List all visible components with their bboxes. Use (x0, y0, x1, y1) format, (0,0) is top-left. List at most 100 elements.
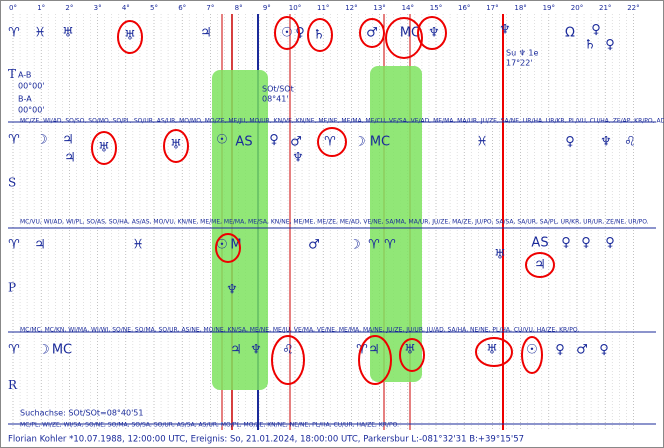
row-label: T (8, 67, 16, 81)
scale-label: 16° (458, 4, 470, 12)
glyph: ♀ (561, 236, 571, 251)
glyph: Ω (565, 26, 575, 41)
glyph: ♌ (624, 135, 636, 150)
glyph: ♂ (290, 135, 302, 150)
scale-label: 1° (37, 4, 45, 12)
glyph: ☽ (38, 343, 50, 358)
highlight-circle (307, 18, 333, 52)
glyph: ♆ (292, 151, 304, 166)
highlight-circle (399, 338, 425, 372)
glyph: ♃ (200, 26, 212, 41)
glyph: ♃ (230, 343, 242, 358)
glyph: ♀ (565, 135, 575, 150)
glyph: ♀ (591, 23, 601, 38)
glyph: ♅ (170, 138, 182, 153)
scale-label: 13° (373, 4, 385, 12)
glyph: ♈ (8, 26, 20, 41)
highlight-circle (525, 252, 555, 278)
glyph: ♈ (368, 238, 380, 253)
glyph: AS (531, 236, 548, 251)
glyph: ♃ (62, 133, 74, 148)
glyph: AS (235, 135, 252, 150)
midpoint-list: MC/VU, WI/AD, WI/PL, SO/AS, SO/HA, AS/AS… (20, 219, 649, 226)
scale-label: 20° (571, 4, 583, 12)
highlight-circle (521, 336, 543, 374)
glyph: ♃ (34, 238, 46, 253)
glyph: ♀ (605, 38, 615, 53)
glyph: ♂ (576, 343, 588, 358)
glyph: ♈ (8, 133, 20, 148)
highlight (212, 70, 268, 390)
scale-label: 8° (235, 4, 243, 12)
glyph: ☉ (526, 343, 538, 358)
glyph: ♄ (584, 38, 596, 53)
note: 00°00' (18, 106, 45, 115)
glyph: ♀ (555, 343, 565, 358)
footer: Florian Kohler *10.07.1988, 12:00:00 UTC… (8, 435, 524, 445)
note: 00°00' (18, 82, 45, 91)
scale-label: 7° (206, 4, 214, 12)
glyph: ♓ (476, 135, 488, 150)
scale-label: 6° (178, 4, 186, 12)
highlight-circle (215, 233, 241, 263)
glyph: ♈ (324, 135, 336, 150)
scale-label: 17° (486, 4, 498, 12)
highlight-circle (163, 129, 189, 163)
glyph: ♃ (534, 258, 546, 273)
glyph: ♅ (404, 343, 416, 358)
highlight-circle (271, 335, 305, 385)
row-label: S (8, 176, 16, 190)
glyph: ☉ (216, 133, 228, 148)
scale-label: 15° (430, 4, 442, 12)
glyph: ☽ (36, 133, 48, 148)
highlight (370, 66, 422, 382)
highlight-circle (475, 337, 513, 367)
row-label: P (8, 281, 16, 295)
glyph: ♆ (250, 343, 262, 358)
highlight-circle (385, 17, 423, 59)
glyph: ♓ (132, 238, 144, 253)
note: Su ♆ 1e (506, 49, 538, 58)
note: SOt/SOt (262, 85, 294, 94)
glyph: MC (400, 26, 420, 41)
glyph: ♀ (581, 236, 591, 251)
glyph: ♅ (98, 141, 110, 156)
scale-label: 9° (263, 4, 271, 12)
glyph: ♆ (428, 26, 440, 41)
glyph: ♀ (599, 343, 609, 358)
glyph: ♓ (34, 26, 46, 41)
scale-label: 11° (317, 4, 329, 12)
glyph: ☉ (216, 238, 228, 253)
glyph: ♅ (124, 29, 136, 44)
glyph: ☽ (354, 135, 366, 150)
glyph: ♆ (226, 283, 238, 298)
glyph: ♈ (8, 343, 20, 358)
glyph: ♈ (384, 238, 396, 253)
glyph: ♂ (308, 238, 320, 253)
glyph: MC (52, 343, 72, 358)
scale-label: 5° (150, 4, 158, 12)
glyph: ♅ (486, 343, 498, 358)
glyph: ♈ (8, 238, 20, 253)
glyph: ♆ (600, 135, 612, 150)
row-label: R (8, 378, 18, 392)
glyph: ♃ (368, 343, 380, 358)
midpoint-list: MC/MC, MC/KN, WI/MA, WI/WI, SO/NE, SO/MA… (20, 327, 579, 334)
scale-label: 18° (514, 4, 526, 12)
note: Suchachse: SOt/SOt=08°40'51 (20, 409, 143, 418)
highlight-circle (91, 131, 117, 165)
scale-label: 10° (289, 4, 301, 12)
note: A-B (18, 71, 31, 80)
highlight-circle (117, 20, 143, 54)
highlight-circle (358, 335, 392, 385)
note: 08°41' (262, 95, 289, 104)
glyph: ☉ (281, 26, 293, 41)
midpoint-list: MC/PL, WI/ZE, WI/SA, SO/NE, SO/MA, SO/SA… (20, 422, 399, 429)
glyph: ♄ (313, 28, 325, 43)
glyph: ♃ (64, 151, 76, 166)
scale-label: 0° (9, 4, 17, 12)
scale-label: 2° (65, 4, 73, 12)
highlight-circle (274, 16, 300, 50)
glyph: ♌ (282, 343, 294, 358)
